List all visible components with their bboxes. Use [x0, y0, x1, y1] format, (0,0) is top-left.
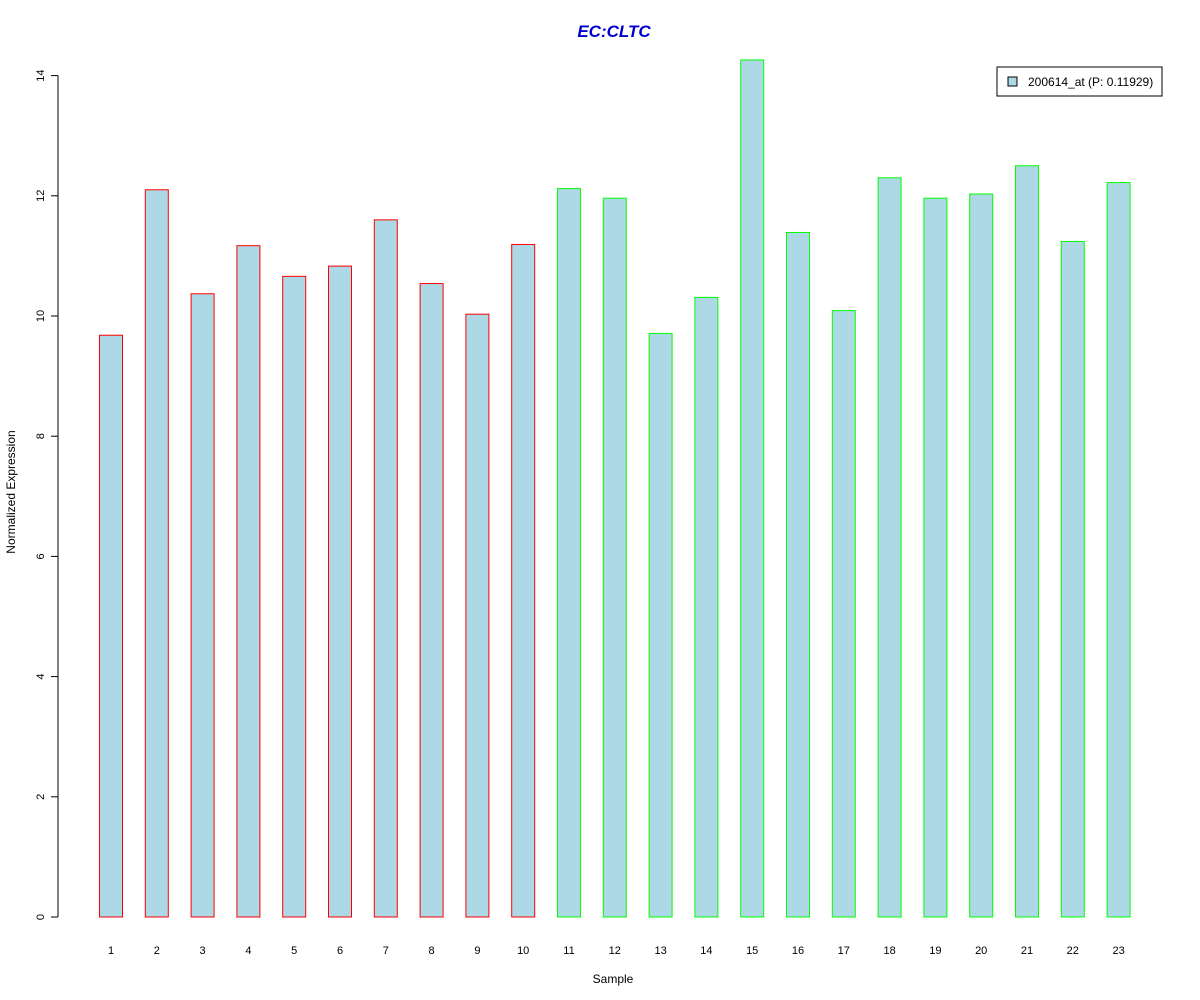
bar [190, 293, 215, 918]
bar [1015, 165, 1039, 918]
x-tick-label: 3 [200, 945, 206, 957]
y-tick-label: 8 [35, 433, 47, 439]
bar [831, 310, 856, 918]
x-tick-label: 19 [929, 945, 941, 957]
x-tick-label: 10 [517, 945, 529, 957]
y-tick-label: 10 [35, 310, 47, 322]
legend: 200614_at (P: 0.11929) [996, 66, 1163, 97]
bar [373, 219, 398, 918]
bar [419, 283, 444, 918]
chart-title: EC:CLTC [577, 22, 651, 41]
x-tick-label: 8 [429, 945, 435, 957]
x-tick-label: 23 [1112, 945, 1124, 957]
y-tick-label: 4 [35, 674, 47, 680]
x-tick-label: 17 [838, 945, 850, 957]
x-tick-label: 20 [975, 945, 987, 957]
bar [648, 332, 673, 918]
bar [1106, 182, 1131, 918]
x-tick-label: 4 [245, 945, 251, 957]
bar [602, 197, 627, 918]
bar [465, 313, 490, 918]
legend-swatch [1007, 76, 1018, 87]
x-tick-label: 18 [883, 945, 895, 957]
y-tick-label: 14 [35, 69, 47, 81]
x-tick-label: 12 [609, 945, 621, 957]
bar [740, 59, 765, 918]
x-tick-label: 7 [383, 945, 389, 957]
bar [511, 243, 536, 918]
bar [786, 231, 810, 918]
y-axis: 0 2 4 6 8 10 12 14 [35, 69, 59, 920]
x-tick-labels: 1 2 3 4 5 6 7 8 9 10 11 12 13 14 15 16 17 18 19 20 21 22 23 [108, 945, 1125, 957]
y-axis-label: Normalized Expression [4, 430, 18, 553]
x-tick-label: 5 [291, 945, 297, 957]
x-tick-label: 11 [563, 945, 574, 957]
bar [877, 177, 902, 918]
bar [1060, 240, 1085, 918]
bar [969, 193, 994, 918]
y-tick-label: 2 [35, 794, 47, 800]
legend-label: 200614_at (P: 0.11929) [1028, 75, 1153, 89]
bar [282, 275, 307, 918]
x-tick-label: 21 [1021, 945, 1033, 957]
x-tick-label: 2 [154, 945, 160, 957]
bar [236, 245, 261, 918]
x-tick-label: 15 [746, 945, 758, 957]
bar [328, 265, 352, 918]
y-tick-label: 0 [35, 914, 47, 920]
x-tick-label: 6 [337, 945, 343, 957]
x-axis-label: Sample [593, 972, 634, 986]
bar [557, 188, 581, 918]
bar [694, 296, 719, 918]
y-tick-label: 6 [35, 553, 47, 559]
bars [99, 59, 1131, 918]
bar [99, 334, 123, 918]
x-tick-label: 9 [474, 945, 480, 957]
y-tick-label: 12 [35, 190, 47, 202]
x-tick-label: 13 [654, 945, 666, 957]
x-tick-label: 14 [700, 945, 712, 957]
x-tick-label: 16 [792, 945, 804, 957]
bar [923, 197, 948, 918]
bar [144, 189, 169, 918]
x-tick-label: 1 [108, 945, 114, 957]
x-tick-label: 22 [1067, 945, 1079, 957]
legend-box [996, 66, 1163, 97]
